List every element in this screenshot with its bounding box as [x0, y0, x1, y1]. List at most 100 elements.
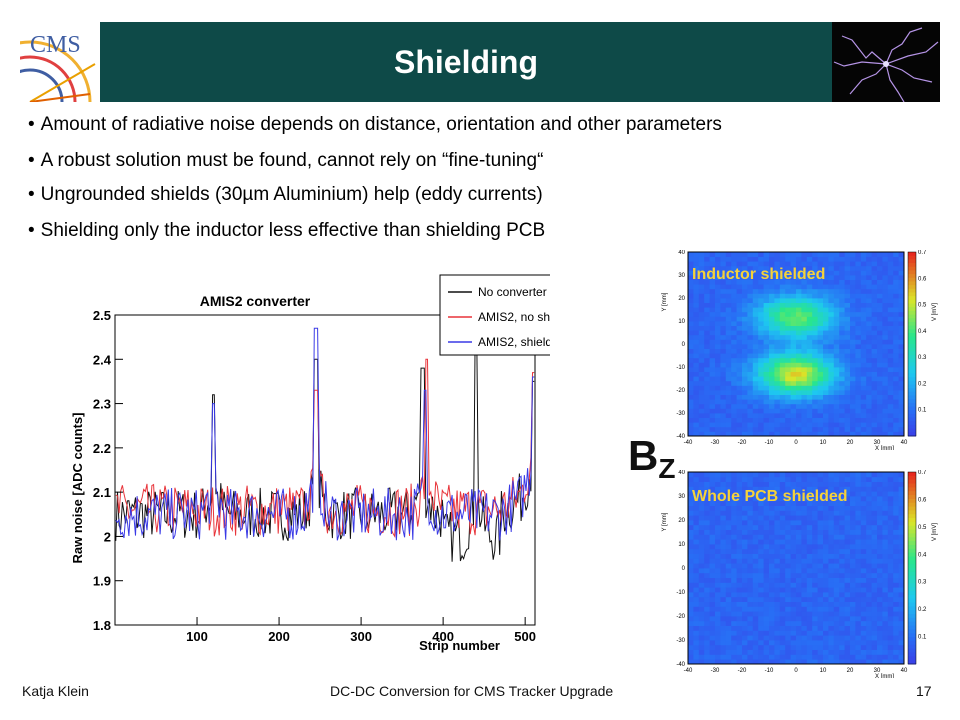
x-tick-label: -40 — [684, 440, 693, 446]
y-tick-label: 0 — [682, 566, 686, 572]
color-scale — [907, 471, 917, 665]
x-tick-label: -20 — [738, 668, 747, 674]
z-axis-label: V [mV] — [932, 523, 938, 541]
z-tick-label: 0.5 — [918, 525, 927, 531]
y-tick-label: 2.1 — [93, 485, 111, 500]
y-tick-label: -10 — [676, 590, 685, 596]
y-tick-label: 30 — [678, 273, 685, 279]
y-axis-label: Raw noise [ADC counts] — [70, 413, 85, 564]
y-tick-label: 30 — [678, 494, 685, 500]
noise-line-chart: AMIS2 converter 1.8 1.9 2 2.1 2.2 2.3 2.4 2.5 10… — [70, 274, 550, 653]
slide-title: Shielding — [394, 44, 538, 80]
x-tick-label: 40 — [901, 668, 908, 674]
plot-frame — [114, 314, 536, 626]
legend-entry: AMIS2, no shield — [478, 310, 550, 324]
z-tick-label: 0.2 — [918, 381, 927, 387]
cms-logo-text: CMS — [30, 32, 81, 58]
x-tick-label: -20 — [738, 440, 747, 446]
z-tick-label: 0.7 — [918, 250, 927, 256]
x-tick-label: 20 — [847, 440, 854, 446]
z-tick-label: 0.2 — [918, 607, 927, 613]
bullet-item: • Shielding only the inductor less effect… — [28, 220, 545, 242]
y-tick-label: 1.9 — [93, 574, 111, 589]
heatmap-title: Inductor shielded — [692, 266, 826, 283]
footer-talk-title: DC-DC Conversion for CMS Tracker Upgrade — [330, 683, 614, 699]
z-tick-label: 0.1 — [918, 635, 927, 641]
heatmap-title: Whole PCB shielded — [692, 488, 848, 505]
cms-logo: CMS — [20, 22, 100, 102]
heatmap-cells — [688, 472, 905, 665]
y-tick-label: -20 — [676, 614, 685, 620]
bullet-symbol: • — [28, 220, 35, 241]
x-tick-label: 10 — [820, 440, 827, 446]
x-tick-label: 0 — [794, 668, 798, 674]
series-line — [115, 327, 535, 541]
chart-legend: No converter AMIS2, no shield AMIS2, shiel… — [439, 274, 550, 356]
y-tick-label: -20 — [676, 388, 685, 394]
bullet-text: Amount of radiative noise depends on dis… — [40, 114, 722, 135]
z-tick-label: 0.4 — [918, 329, 927, 335]
y-tick-label: -40 — [676, 662, 685, 668]
bullet-item: • A robust solution must be found, cannot… — [28, 150, 543, 172]
z-tick-label: 0.6 — [918, 497, 927, 503]
z-axis-label: V [mV] — [932, 303, 938, 321]
y-tick-label: 10 — [678, 542, 685, 548]
bz-main: B — [628, 432, 659, 479]
y-tick-label: -30 — [676, 411, 685, 417]
bullet-item: • Ungrounded shields (30µm Aluminium) hel… — [28, 184, 543, 206]
heatmap-cells — [688, 252, 905, 437]
z-tick-label: 0.1 — [918, 408, 927, 414]
title-banner — [20, 22, 940, 102]
heatmap-whole-pcb-shielded: -40 -30 -20 -10 0 10 20 30 40 -40 -30 -20 -10 0 10 20 30… — [652, 470, 940, 680]
x-tick-label: 0 — [794, 440, 798, 446]
legend-entry: No converter — [478, 285, 547, 299]
x-tick-label: 200 — [268, 629, 290, 644]
x-tick-label: 40 — [901, 440, 908, 446]
y-tick-label: 20 — [678, 518, 685, 524]
bullet-symbol: • — [28, 114, 35, 135]
z-tick-label: 0.7 — [918, 470, 927, 476]
bullet-text: A robust solution must be found, cannot … — [40, 150, 544, 171]
z-tick-label: 0.6 — [918, 276, 927, 282]
x-tick-label: -10 — [765, 668, 774, 674]
y-tick-label: 2 — [104, 529, 111, 544]
x-tick-label: 300 — [350, 629, 372, 644]
x-axis-label: Strip number — [419, 638, 500, 653]
heatmap-frame — [687, 471, 905, 665]
x-tick-label: 10 — [820, 668, 827, 674]
y-tick-label: 0 — [682, 342, 686, 348]
y-tick-label: 10 — [678, 319, 685, 325]
y-tick-label: 2.3 — [93, 397, 111, 412]
y-tick-label: -30 — [676, 638, 685, 644]
bz-label: BZ — [628, 432, 675, 485]
heatmap-frame — [687, 251, 905, 437]
y-tick-label: 20 — [678, 296, 685, 302]
y-tick-label: 40 — [678, 470, 685, 476]
z-tick-label: 0.4 — [918, 552, 927, 558]
x-tick-label: 30 — [874, 440, 881, 446]
bullet-text: Ungrounded shields (30µm Aluminium) help… — [40, 184, 543, 205]
x-tick-label: -10 — [765, 440, 774, 446]
bullet-item: • Amount of radiative noise depends on di… — [28, 114, 722, 136]
x-tick-label: 20 — [847, 668, 854, 674]
y-tick-label: 2.2 — [93, 441, 111, 456]
legend-entry: AMIS2, shielded — [478, 335, 550, 349]
bz-subscript: Z — [658, 453, 676, 484]
y-tick-label: 2.4 — [93, 352, 112, 367]
y-axis-label: Y [mm] — [662, 292, 668, 311]
y-tick-label: -10 — [676, 365, 685, 371]
bullet-text: Shielding only the inductor less effecti… — [40, 220, 546, 241]
lightning-image — [832, 22, 940, 102]
y-tick-label: 40 — [678, 250, 685, 256]
x-axis-label: X [mm] — [875, 446, 894, 450]
x-tick-label: 100 — [186, 629, 208, 644]
heatmap-inductor-shielded: -40 -30 -20 -10 0 10 20 30 40 -40 -30 -20 -10 0 10 20 30… — [652, 250, 940, 452]
x-tick-label: 30 — [874, 668, 881, 674]
y-tick-label: -40 — [676, 434, 685, 440]
chart-title: AMIS2 converter — [200, 293, 311, 309]
footer-author: Katja Klein — [22, 683, 89, 699]
x-tick-label: -30 — [711, 668, 720, 674]
x-tick-label: -30 — [711, 440, 720, 446]
y-tick-label: 2.5 — [93, 308, 111, 323]
x-axis-label: X [mm] — [875, 674, 894, 678]
